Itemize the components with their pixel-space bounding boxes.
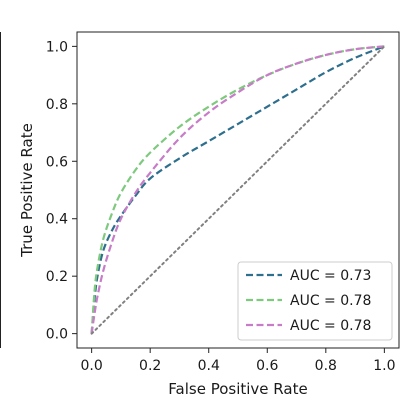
x-tick-label: 1.0	[373, 358, 395, 374]
x-tick-label: 0.4	[198, 358, 220, 374]
roc-curve-series-3	[90, 45, 385, 334]
x-tick-label: 0.2	[139, 358, 161, 374]
y-tick-label: 0.6	[46, 154, 68, 170]
x-tick-label: 0.0	[81, 358, 103, 374]
x-tick-label: 0.6	[256, 358, 278, 374]
lines-layer	[90, 45, 386, 335]
y-tick-label: 0.4	[46, 212, 68, 228]
legend: AUC = 0.73 AUC = 0.78 AUC = 0.78	[237, 261, 393, 341]
y-axis-label: True Positive Rate	[18, 123, 36, 258]
chance-diagonal-line	[90, 45, 386, 335]
y-tick-label: 0.2	[46, 269, 68, 285]
plot-frame	[76, 31, 400, 349]
legend-label-series-3: AUC = 0.78	[290, 318, 371, 334]
y-tick-label: 0.8	[46, 97, 68, 113]
legend-label-series-2: AUC = 0.78	[290, 293, 371, 309]
ticks-layer: 0.0 0.2 0.4 0.6 0.8 1.0 0.0 0.2 0.4 0.6 0.8 1.0	[46, 39, 396, 374]
y-tick-label: 0.0	[46, 327, 68, 343]
x-tick-label: 0.8	[315, 358, 337, 374]
y-tick-label: 1.0	[46, 39, 68, 55]
legend-label-series-1: AUC = 0.73	[290, 268, 371, 284]
legend-box	[237, 261, 393, 341]
roc-curve-series-1	[90, 45, 385, 334]
x-axis-label: False Positive Rate	[168, 380, 307, 398]
